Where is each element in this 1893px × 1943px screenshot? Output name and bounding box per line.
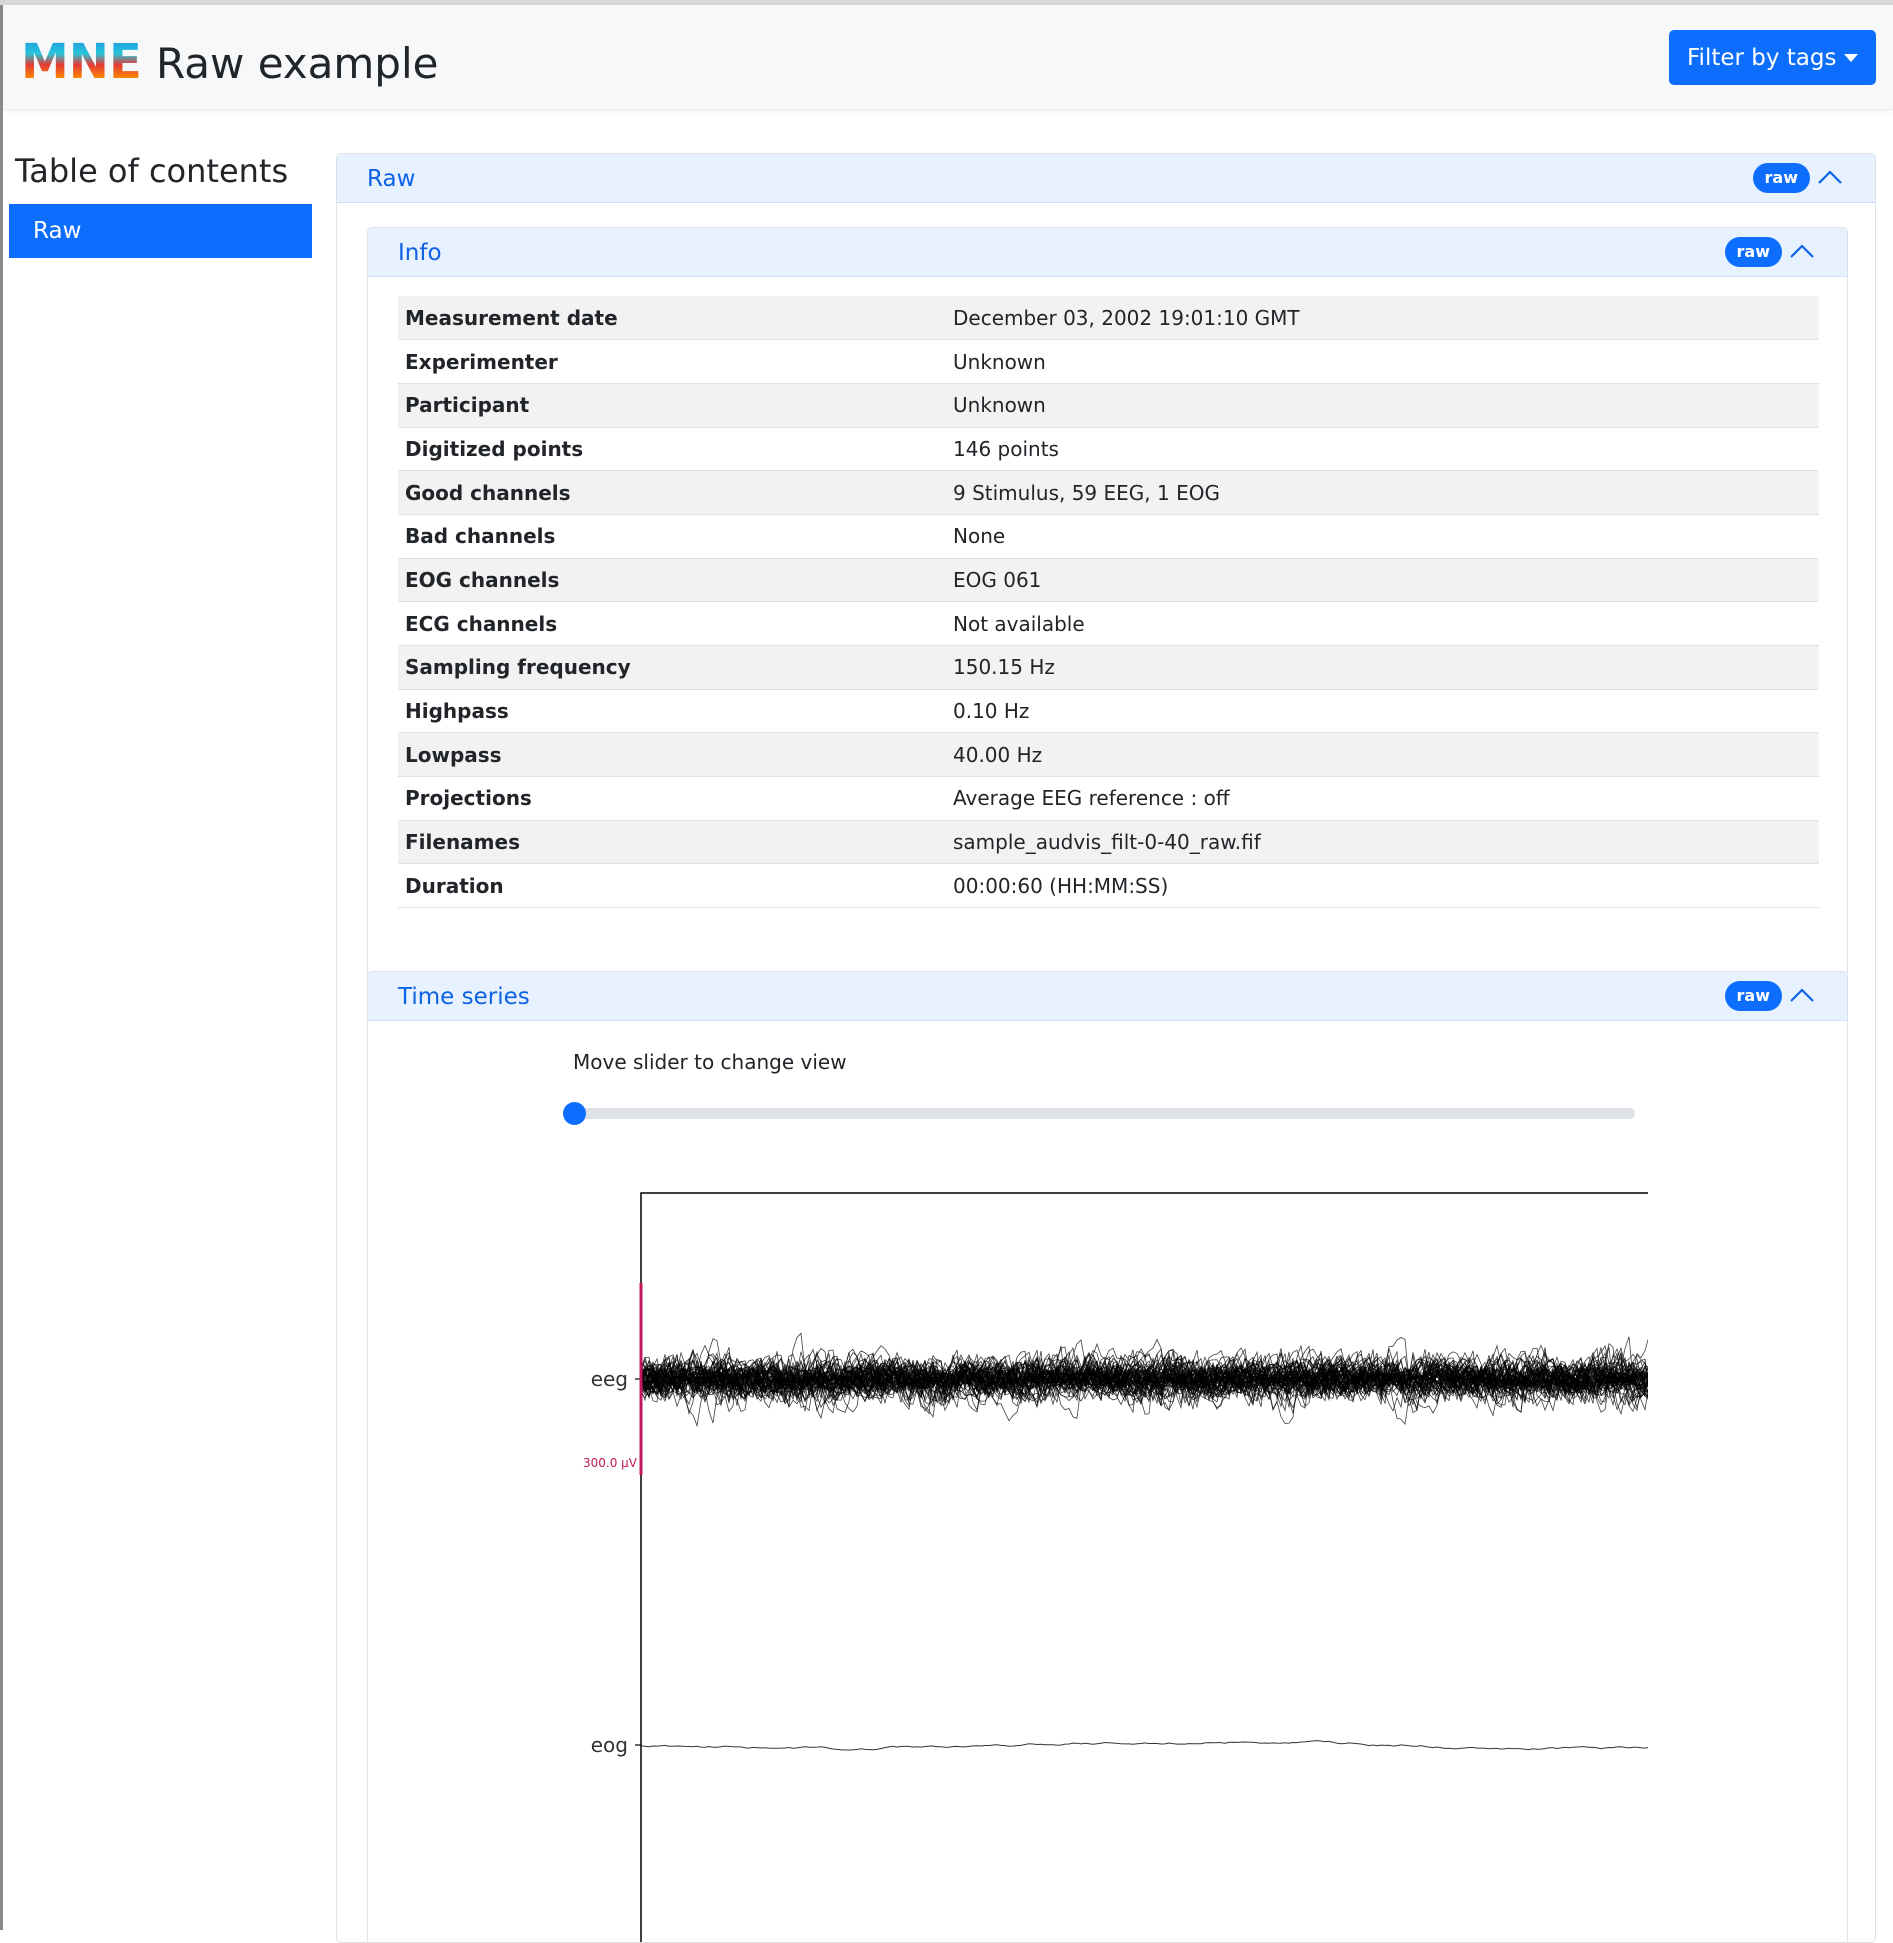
caret-down-icon	[1844, 54, 1858, 62]
eeg-trace	[640, 1352, 1648, 1405]
eeg-tick-label: eeg	[591, 1367, 628, 1391]
info-key: Duration	[398, 863, 946, 909]
info-value: Not available	[946, 601, 1819, 646]
timeseries-section-title: Time series	[398, 984, 530, 1010]
info-key: ECG channels	[398, 601, 946, 646]
info-row: Digitized points 146 points	[398, 427, 1819, 472]
info-row: Projections Average EEG reference : off	[398, 776, 1819, 821]
info-row: Duration 00:00:60 (HH:MM:SS)	[398, 863, 1819, 909]
info-value: Average EEG reference : off	[946, 776, 1819, 821]
info-key: Filenames	[398, 820, 946, 865]
timeseries-section-header[interactable]: Time series raw	[368, 972, 1847, 1021]
eeg-traces	[640, 1332, 1648, 1428]
timeseries-body: Move slider to change view eeg eog 300.0…	[368, 1020, 1847, 1942]
filter-by-tags-label: Filter by tags	[1687, 44, 1837, 71]
eog-tick-label: eog	[591, 1733, 628, 1757]
raw-timeseries-plot: eeg eog 300.0 µV	[583, 1192, 1648, 1942]
timeseries-tag-badge[interactable]: raw	[1724, 981, 1782, 1011]
toc-item-raw[interactable]: Raw	[9, 204, 312, 258]
raw-section-title: Raw	[367, 166, 416, 192]
info-value: Unknown	[946, 339, 1819, 384]
page-title: Raw example	[156, 39, 439, 88]
info-row: Measurement date December 03, 2002 19:01:…	[398, 296, 1819, 341]
info-row: Highpass 0.10 Hz	[398, 689, 1819, 734]
eeg-trace	[640, 1348, 1648, 1412]
info-value: 146 points	[946, 427, 1819, 472]
raw-section: Raw raw Info raw Measurement date Decembe…	[336, 153, 1876, 1943]
info-key: Highpass	[398, 689, 946, 734]
slider-thumb[interactable]	[563, 1102, 586, 1125]
info-row: Good channels 9 Stimulus, 59 EEG, 1 EOG	[398, 470, 1819, 515]
info-key: Bad channels	[398, 514, 946, 559]
info-row: EOG channels EOG 061	[398, 558, 1819, 603]
info-value: 150.15 Hz	[946, 645, 1819, 690]
info-section-title: Info	[398, 240, 442, 266]
raw-section-header[interactable]: Raw raw	[337, 154, 1875, 203]
raw-tag-badge[interactable]: raw	[1752, 163, 1810, 193]
info-key: Lowpass	[398, 732, 946, 778]
view-slider[interactable]	[563, 1102, 1635, 1125]
info-row: Sampling frequency 150.15 Hz	[398, 645, 1819, 690]
info-key: Good channels	[398, 470, 946, 515]
info-value: December 03, 2002 19:01:10 GMT	[946, 296, 1819, 341]
info-value: EOG 061	[946, 558, 1819, 603]
info-row: ECG channels Not available	[398, 601, 1819, 646]
navbar: MNE Raw example Filter by tags	[3, 5, 1893, 110]
info-key: EOG channels	[398, 558, 946, 603]
window-top-edge	[0, 0, 1893, 5]
eeg-trace	[640, 1358, 1648, 1402]
scale-bar-label: 300.0 µV	[583, 1456, 638, 1470]
window-edge	[0, 0, 3, 1930]
toc-title: Table of contents	[15, 152, 289, 190]
info-row: Participant Unknown	[398, 383, 1819, 428]
info-tag-badge[interactable]: raw	[1724, 237, 1782, 267]
filter-by-tags-button[interactable]: Filter by tags	[1669, 30, 1876, 85]
info-key: Sampling frequency	[398, 645, 946, 690]
chevron-up-icon[interactable]	[1788, 984, 1816, 1006]
info-row: Lowpass 40.00 Hz	[398, 732, 1819, 778]
table-of-contents: Table of contents Raw	[9, 148, 312, 258]
info-key: Participant	[398, 383, 946, 428]
info-section: Info raw Measurement date December 03, 20…	[367, 227, 1848, 977]
info-key: Experimenter	[398, 339, 946, 384]
plot-frame	[640, 1192, 1648, 1942]
info-section-header[interactable]: Info raw	[368, 228, 1847, 277]
eeg-trace	[640, 1349, 1648, 1400]
info-row: Filenames sample_audvis_filt-0-40_raw.fif	[398, 820, 1819, 865]
eog-trace	[640, 1740, 1648, 1751]
info-table: Measurement date December 03, 2002 19:01:…	[398, 296, 1819, 909]
info-value: sample_audvis_filt-0-40_raw.fif	[946, 820, 1819, 865]
info-value: 00:00:60 (HH:MM:SS)	[946, 863, 1819, 909]
info-key: Measurement date	[398, 296, 946, 341]
timeseries-section: Time series raw Move slider to change vi…	[367, 971, 1848, 1942]
eeg-trace	[640, 1358, 1648, 1399]
info-value: Unknown	[946, 383, 1819, 428]
info-value: 0.10 Hz	[946, 689, 1819, 734]
info-value: None	[946, 514, 1819, 559]
mne-logo: MNE	[21, 38, 142, 84]
slider-label: Move slider to change view	[573, 1050, 847, 1074]
logo-text: MNE	[21, 38, 142, 84]
chevron-up-icon[interactable]	[1816, 166, 1844, 188]
info-value: 9 Stimulus, 59 EEG, 1 EOG	[946, 470, 1819, 515]
info-key: Projections	[398, 776, 946, 821]
info-key: Digitized points	[398, 427, 946, 472]
chevron-up-icon[interactable]	[1788, 240, 1816, 262]
eeg-trace	[640, 1347, 1648, 1412]
info-row: Experimenter Unknown	[398, 339, 1819, 384]
info-value: 40.00 Hz	[946, 732, 1819, 778]
eeg-trace	[640, 1344, 1648, 1416]
info-row: Bad channels None	[398, 514, 1819, 559]
